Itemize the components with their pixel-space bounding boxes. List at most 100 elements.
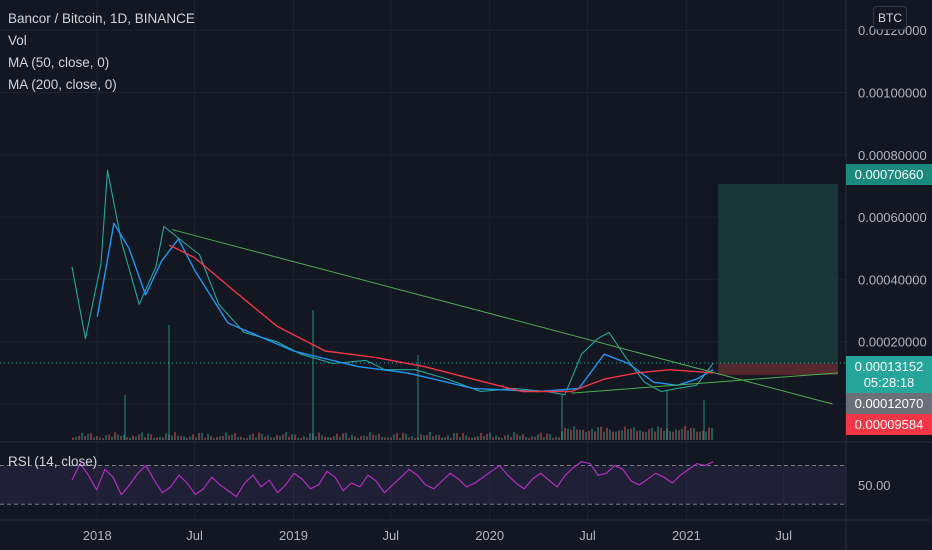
volume-bar [432, 435, 434, 440]
volume-bar [675, 429, 677, 440]
x-tick-label: 2018 [83, 528, 112, 543]
volume-bar [636, 430, 638, 440]
volume-bar [345, 432, 347, 440]
volume-bar [78, 435, 80, 440]
volume-bar [516, 434, 518, 440]
volume-bar [435, 435, 437, 440]
rsi-line [71, 461, 714, 498]
volume-bar [588, 430, 590, 440]
volume-bar [540, 432, 542, 440]
volume-bar [582, 429, 584, 440]
volume-bars [72, 310, 713, 440]
volume-bar [171, 435, 173, 440]
volume-bar [663, 430, 665, 440]
legend: Bancor / Bitcoin, 1D, BINANCE Vol MA (50… [8, 8, 195, 96]
volume-bar [288, 436, 290, 440]
trendlines[interactable] [171, 229, 839, 405]
volume-bar [126, 437, 128, 440]
volume-bar [105, 435, 107, 440]
ma50-line [96, 222, 714, 393]
volume-bar [525, 436, 527, 440]
volume-bar [243, 437, 245, 440]
volume-bar [267, 435, 269, 440]
volume-bar [696, 431, 698, 440]
volume-bar [135, 436, 137, 440]
symbol-title[interactable]: Bancor / Bitcoin, 1D, BINANCE [8, 11, 195, 26]
volume-bar [564, 427, 566, 440]
volume-bar [300, 437, 302, 440]
volume-bar [72, 437, 74, 440]
volume-bar [129, 437, 131, 440]
volume-bar [618, 430, 620, 440]
volume-bar [294, 434, 296, 440]
volume-bar [474, 437, 476, 440]
x-tick-label: 2021 [672, 528, 701, 543]
volume-bar [576, 429, 578, 440]
y-tick-label: 0.00040000 [858, 272, 927, 287]
volume-bar [654, 431, 656, 440]
volume-bar [318, 432, 320, 440]
volume-bar [534, 436, 536, 440]
stop-zone [718, 363, 838, 376]
volume-bar [297, 437, 299, 440]
currency-button[interactable]: BTC [873, 6, 907, 30]
y-tick-label: 0.00020000 [858, 335, 927, 350]
volume-bar [441, 437, 443, 440]
volume-bar [192, 434, 194, 440]
volume-bar [681, 428, 683, 440]
volume-bar [543, 437, 545, 440]
volume-bar [384, 437, 386, 440]
volume-bar [405, 433, 407, 440]
volume-bar [234, 433, 236, 440]
volume-bar [375, 435, 377, 440]
rsi-band [0, 465, 846, 505]
volume-bar [93, 437, 95, 440]
volume-bar [615, 431, 617, 440]
volume-bar [444, 437, 446, 440]
volume-bar [330, 437, 332, 440]
volume-bar [348, 437, 350, 440]
ma50-indicator[interactable]: MA (50, close, 0) [8, 55, 110, 70]
volume-bar [183, 436, 185, 440]
volume-bar [174, 432, 176, 440]
volume-bar [645, 431, 647, 440]
volume-bar [144, 437, 146, 440]
ma200-indicator[interactable]: MA (200, close, 0) [8, 77, 117, 92]
vol-indicator[interactable]: Vol [8, 33, 27, 48]
volume-bar [249, 434, 251, 440]
volume-bar [492, 437, 494, 440]
volume-bar [630, 428, 632, 440]
series-lines [71, 169, 714, 396]
volume-bar [567, 428, 569, 440]
volume-bar [402, 432, 404, 440]
volume-bar [708, 427, 710, 440]
volume-bar [480, 433, 482, 440]
volume-bar [207, 434, 209, 440]
volume-bar [291, 434, 293, 440]
volume-bar [462, 433, 464, 440]
trendline-2 [571, 372, 839, 394]
volume-bar [138, 434, 140, 440]
volume-bar [309, 433, 311, 440]
volume-bar [177, 435, 179, 440]
volume-bar [558, 437, 560, 440]
ma-value-badge: 0.00012070 [846, 393, 932, 414]
volume-bar [513, 432, 515, 440]
volume-bar [342, 433, 344, 440]
x-tick-label: Jul [382, 528, 399, 543]
volume-bar [396, 433, 398, 440]
rsi-pane [0, 461, 846, 505]
last-price-badge: 0.00013152 [846, 356, 932, 377]
volume-bar [252, 433, 254, 440]
volume-bar [603, 431, 605, 440]
volume-bar [306, 437, 308, 440]
volume-bar [528, 437, 530, 440]
rsi-indicator-label[interactable]: RSI (14, close) [8, 454, 98, 469]
volume-bar [378, 433, 380, 440]
volume-bar [357, 437, 359, 440]
volume-bar [255, 437, 257, 440]
volume-bar [690, 428, 692, 440]
volume-bar [612, 431, 614, 440]
rsi-tick-label: 50.00 [858, 478, 891, 493]
